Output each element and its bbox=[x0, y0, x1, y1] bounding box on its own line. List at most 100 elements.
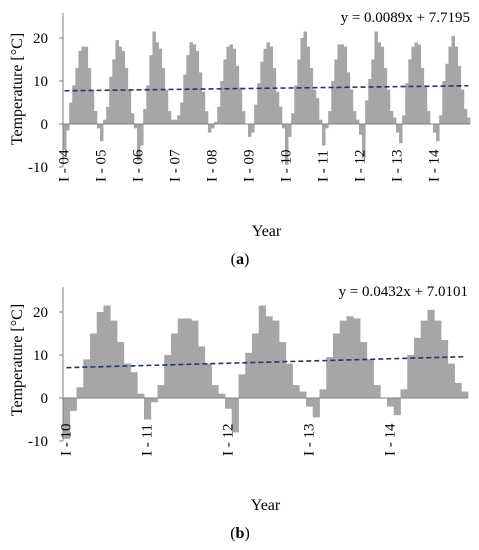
bar bbox=[427, 309, 435, 398]
bar bbox=[211, 124, 215, 129]
y-tick-label: 0 bbox=[41, 117, 49, 133]
bar bbox=[466, 117, 471, 124]
bar bbox=[420, 68, 425, 124]
bar bbox=[149, 55, 153, 125]
bar bbox=[184, 318, 192, 398]
x-tick-label: I - 09 bbox=[242, 149, 258, 182]
bar bbox=[362, 124, 366, 159]
bar bbox=[352, 111, 357, 124]
bar bbox=[106, 106, 110, 124]
bar bbox=[272, 68, 277, 124]
bar bbox=[303, 31, 307, 124]
trendline bbox=[66, 355, 465, 369]
trend-equation: y = 0.0089x + 7.7195 bbox=[341, 10, 470, 26]
bar bbox=[257, 83, 261, 124]
bar bbox=[420, 320, 428, 398]
bar bbox=[294, 85, 298, 124]
bar bbox=[399, 124, 403, 144]
bar bbox=[334, 59, 338, 124]
x-tick-label: I - 12 bbox=[353, 150, 369, 183]
bar bbox=[177, 318, 185, 398]
bar bbox=[81, 46, 85, 124]
bar bbox=[306, 46, 311, 124]
bar bbox=[225, 398, 233, 409]
bar bbox=[454, 46, 459, 124]
bar bbox=[312, 89, 317, 124]
y-tick-label: 10 bbox=[33, 74, 48, 90]
x-tick-label: I - 04 bbox=[57, 149, 73, 182]
bar bbox=[231, 398, 239, 433]
bar bbox=[161, 68, 166, 124]
bar bbox=[411, 46, 415, 124]
bar bbox=[76, 387, 84, 398]
bar bbox=[100, 124, 104, 142]
bar bbox=[365, 100, 369, 124]
bar bbox=[123, 363, 131, 398]
bar bbox=[201, 91, 206, 124]
bar bbox=[445, 63, 449, 124]
bar bbox=[260, 61, 264, 124]
x-tick-label: I - 13 bbox=[390, 150, 406, 183]
bar bbox=[463, 108, 468, 124]
bar bbox=[393, 398, 401, 416]
bar bbox=[343, 46, 348, 124]
x-tick-label: I - 13 bbox=[301, 424, 317, 457]
bar bbox=[198, 346, 206, 398]
bar bbox=[405, 83, 409, 124]
bar bbox=[195, 50, 200, 124]
bar bbox=[211, 385, 219, 398]
bar bbox=[389, 111, 394, 124]
bar bbox=[299, 391, 307, 398]
bar bbox=[220, 81, 224, 124]
y-axis-title: Temperature [°C] bbox=[9, 304, 26, 416]
bar bbox=[269, 46, 274, 124]
bar bbox=[217, 106, 221, 124]
bar bbox=[103, 119, 107, 124]
bar bbox=[189, 42, 193, 124]
x-tick-label: I - 11 bbox=[316, 150, 332, 182]
bar bbox=[318, 119, 323, 124]
bar bbox=[232, 48, 237, 124]
bar bbox=[423, 85, 428, 124]
bar bbox=[251, 124, 255, 133]
bar bbox=[164, 355, 172, 398]
bar bbox=[130, 113, 135, 124]
bar bbox=[84, 46, 89, 124]
bar bbox=[346, 316, 354, 398]
bar bbox=[373, 385, 381, 398]
bar bbox=[279, 342, 287, 398]
bar bbox=[380, 46, 385, 124]
bar bbox=[158, 48, 163, 124]
trend-equation: y = 0.0432x + 7.0101 bbox=[339, 284, 468, 300]
bar bbox=[229, 44, 233, 125]
x-tick-label: I - 14 bbox=[382, 423, 398, 456]
bar bbox=[454, 382, 462, 398]
trendline bbox=[64, 84, 469, 92]
bar bbox=[407, 355, 415, 398]
bar bbox=[436, 124, 440, 142]
bar bbox=[326, 357, 334, 398]
bar bbox=[461, 391, 469, 398]
bar bbox=[118, 46, 122, 124]
bar bbox=[127, 89, 132, 124]
x-tick-label: I - 11 bbox=[139, 424, 155, 456]
bar bbox=[291, 113, 295, 124]
x-tick-label: I - 05 bbox=[94, 150, 110, 183]
bar bbox=[366, 359, 374, 398]
bar bbox=[441, 339, 449, 398]
panel-label: (a) bbox=[231, 251, 250, 268]
bar bbox=[93, 111, 98, 124]
bar bbox=[121, 50, 126, 124]
bar bbox=[346, 72, 351, 124]
bar bbox=[146, 85, 150, 124]
bar bbox=[110, 320, 118, 398]
bar bbox=[90, 89, 95, 124]
bar bbox=[339, 320, 347, 398]
bar bbox=[238, 87, 243, 124]
bar bbox=[265, 316, 273, 398]
bar bbox=[164, 89, 169, 124]
bar bbox=[368, 78, 372, 124]
bar bbox=[69, 398, 77, 411]
bar bbox=[96, 312, 104, 398]
bar bbox=[322, 124, 326, 146]
